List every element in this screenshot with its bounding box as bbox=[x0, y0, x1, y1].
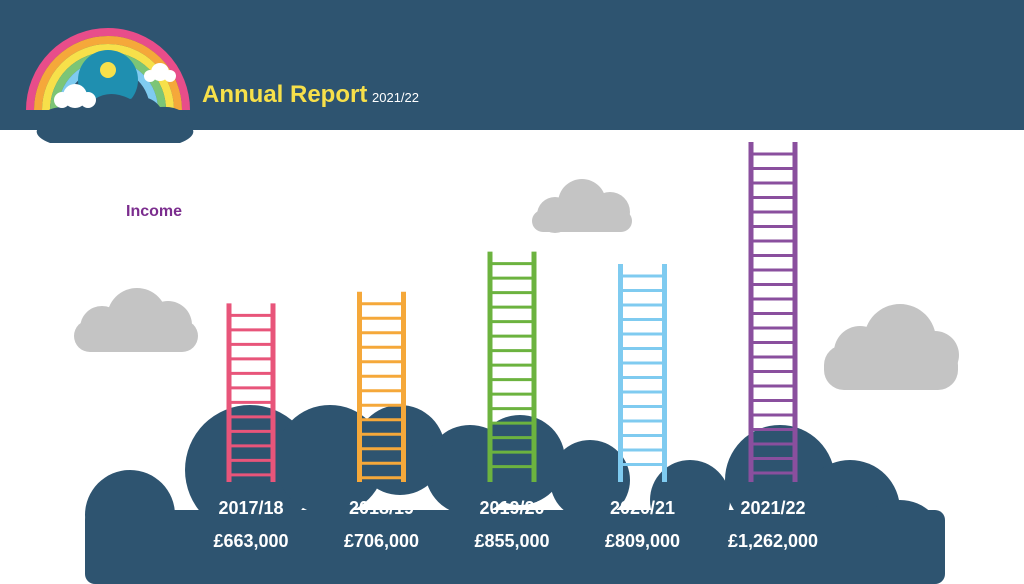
category-label: 2018/19 bbox=[349, 498, 414, 518]
value-label: £706,000 bbox=[344, 531, 419, 551]
value-label: £855,000 bbox=[474, 531, 549, 551]
category-label: 2020/21 bbox=[610, 498, 675, 518]
logo bbox=[26, 28, 194, 143]
header-year: 2021/22 bbox=[372, 90, 419, 105]
header-title: Annual Report bbox=[202, 81, 367, 108]
category-label: 2017/18 bbox=[218, 498, 283, 518]
ladder bbox=[748, 142, 798, 482]
ladder bbox=[618, 264, 667, 482]
base-cloud bbox=[85, 405, 945, 584]
ladder bbox=[357, 291, 406, 482]
category-label: 2021/22 bbox=[740, 498, 805, 518]
value-label: £663,000 bbox=[213, 531, 288, 551]
value-label: £1,262,000 bbox=[728, 531, 818, 551]
clouds bbox=[74, 179, 959, 390]
ladder bbox=[487, 251, 537, 482]
ladder bbox=[226, 303, 276, 482]
value-label: £809,000 bbox=[605, 531, 680, 551]
category-label: 2019/20 bbox=[479, 498, 544, 518]
chart-title: Income bbox=[126, 203, 182, 220]
